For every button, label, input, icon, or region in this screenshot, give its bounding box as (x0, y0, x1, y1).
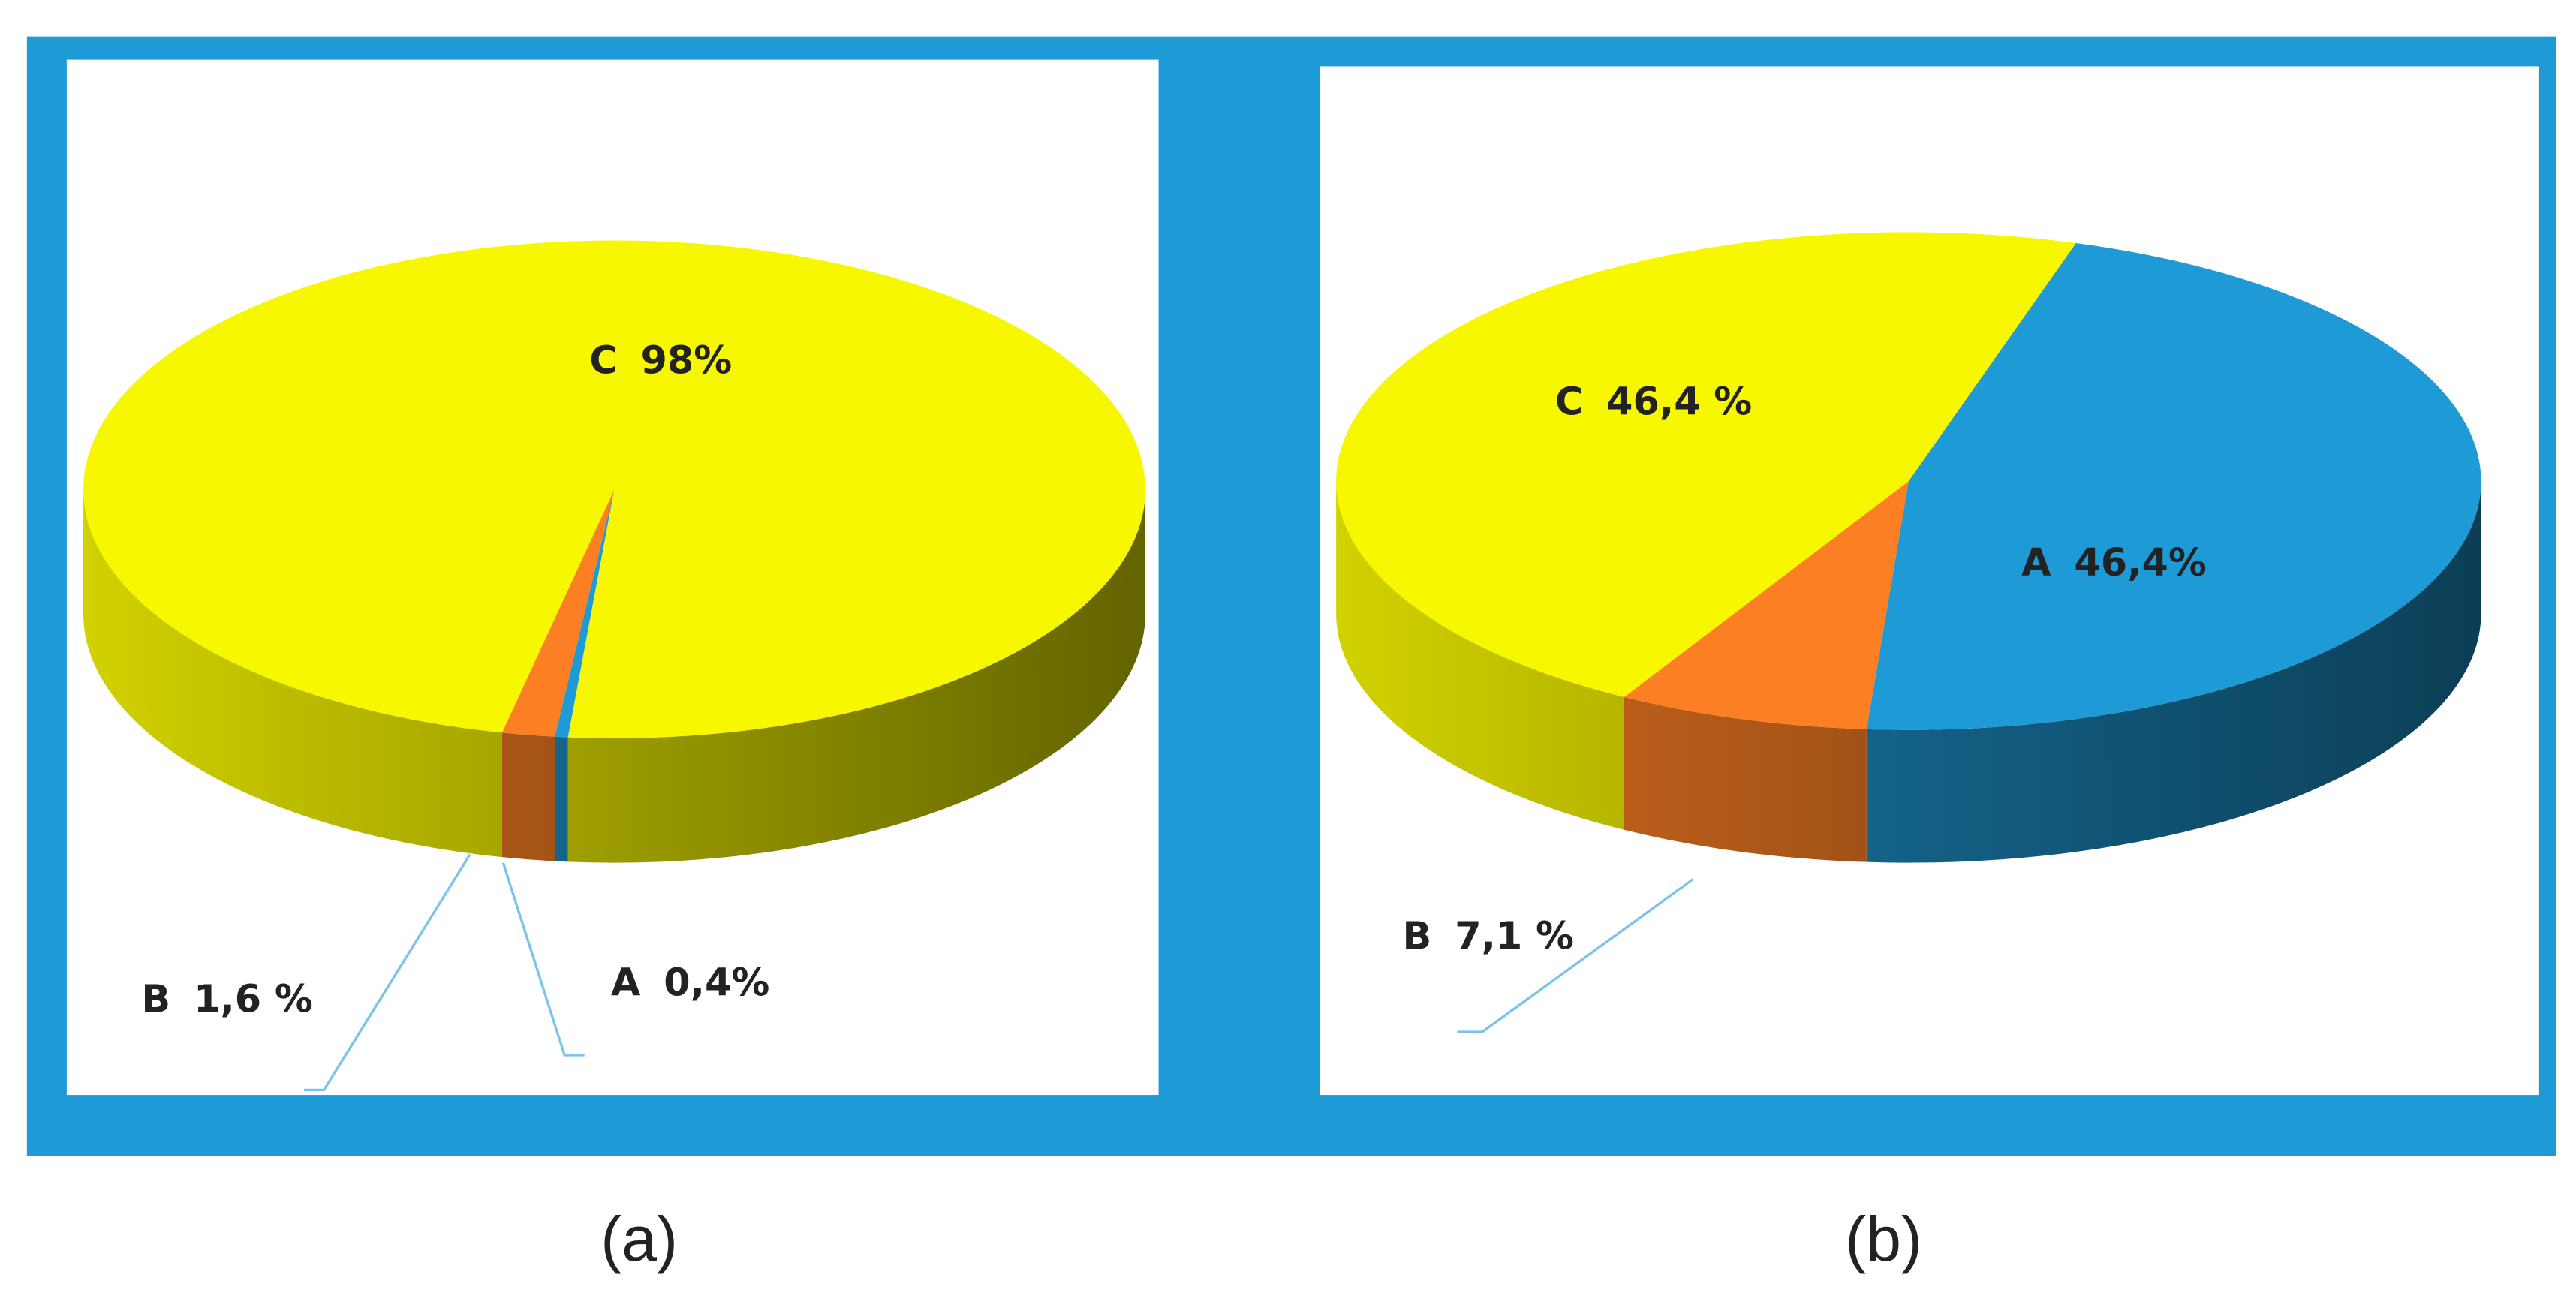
slice-value-label: 7,1 % (1455, 914, 1574, 958)
caption: (a) (600, 1204, 678, 1274)
slice-label: C 46,4 % (1555, 380, 1752, 424)
pie-slice (1624, 481, 1909, 729)
caption: (b) (1845, 1204, 1922, 1274)
slice-value-label: 1,6 % (194, 977, 313, 1021)
slice-value-label: 46,4 % (1606, 380, 1752, 424)
pie-side (83, 489, 502, 858)
slice-category: C (589, 338, 617, 382)
leader-line (304, 853, 471, 1092)
slice-label: A 0,4% (611, 960, 769, 1004)
pie-slice (83, 240, 1145, 738)
pie-slice (1336, 232, 2076, 697)
leader-line (1457, 878, 1694, 1033)
slice-category: B (141, 977, 170, 1021)
slice-value-label: 98% (641, 338, 733, 382)
pie-side (555, 736, 568, 862)
slice-category: A (611, 960, 641, 1004)
slice-label: A 46,4% (2021, 540, 2207, 585)
slice-value-label: 0,4% (664, 960, 769, 1004)
pie-side (567, 489, 1145, 863)
slice-category: C (1555, 380, 1583, 424)
slice-category: B (1403, 914, 1432, 958)
pie-slice (555, 489, 615, 738)
pie-side (1336, 481, 1624, 830)
slice-label: B 7,1 % (1403, 914, 1574, 958)
slice-label: C 98% (589, 338, 732, 382)
pie-slice (1866, 242, 2481, 730)
slice-category: A (2021, 540, 2051, 585)
leader-line (501, 862, 585, 1057)
pie-side (1624, 696, 1867, 862)
slice-value-label: 46,4% (2074, 540, 2206, 585)
pie-slice (501, 489, 615, 737)
pie-side (501, 732, 555, 861)
pie-side (1866, 481, 2481, 863)
slice-label: B 1,6 % (141, 977, 312, 1021)
